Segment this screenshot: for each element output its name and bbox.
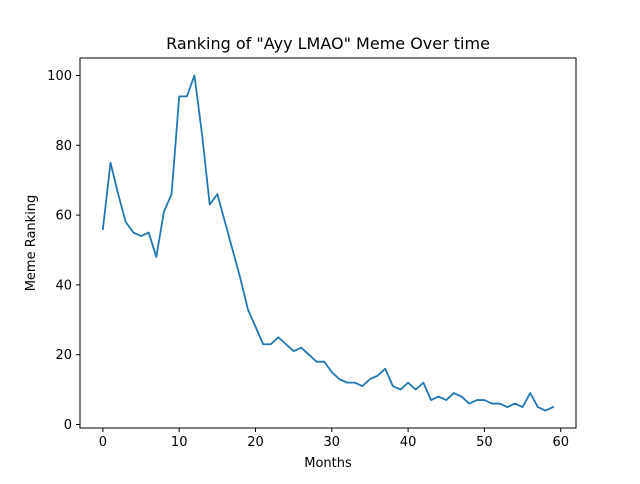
y-tick-label: 20 bbox=[55, 348, 72, 363]
y-axis-label: Meme Ranking bbox=[24, 195, 39, 292]
x-tick-label: 40 bbox=[400, 435, 417, 450]
y-tick-label: 80 bbox=[55, 139, 72, 154]
y-axis-ticks: 0 20 40 60 80 100 bbox=[47, 69, 80, 433]
x-tick-label: 60 bbox=[552, 435, 569, 450]
x-axis-ticks: 0 10 20 30 40 50 60 bbox=[99, 428, 569, 450]
y-tick-label: 40 bbox=[55, 278, 72, 293]
x-axis-label: Months bbox=[304, 456, 352, 471]
series-line bbox=[101, 74, 555, 412]
x-tick-label: 0 bbox=[99, 435, 107, 450]
y-tick-label: 60 bbox=[55, 209, 72, 224]
y-tick-label: 100 bbox=[47, 69, 72, 84]
x-tick-label: 30 bbox=[324, 435, 341, 450]
x-tick-label: 20 bbox=[247, 435, 264, 450]
x-tick-label: 10 bbox=[171, 435, 188, 450]
chart-title: Ranking of "Ayy LMAO" Meme Over time bbox=[166, 34, 490, 53]
x-tick-label: 50 bbox=[476, 435, 493, 450]
series-layer bbox=[101, 74, 555, 412]
y-tick-label: 0 bbox=[64, 418, 72, 433]
plot-area-frame bbox=[79, 57, 577, 429]
